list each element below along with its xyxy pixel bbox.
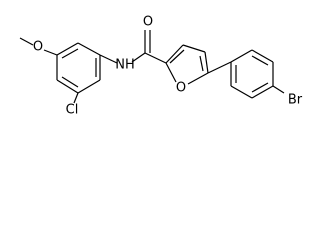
atom-label: O [33,40,43,55]
atom-label: Br [288,93,303,108]
atom-label: NH [115,58,135,73]
structure: O Cl NH O O Br [19,15,303,118]
atom-label: Cl [66,103,79,118]
atom-label: O [143,15,153,30]
atom-label: O [176,81,186,96]
bonds [19,30,285,104]
